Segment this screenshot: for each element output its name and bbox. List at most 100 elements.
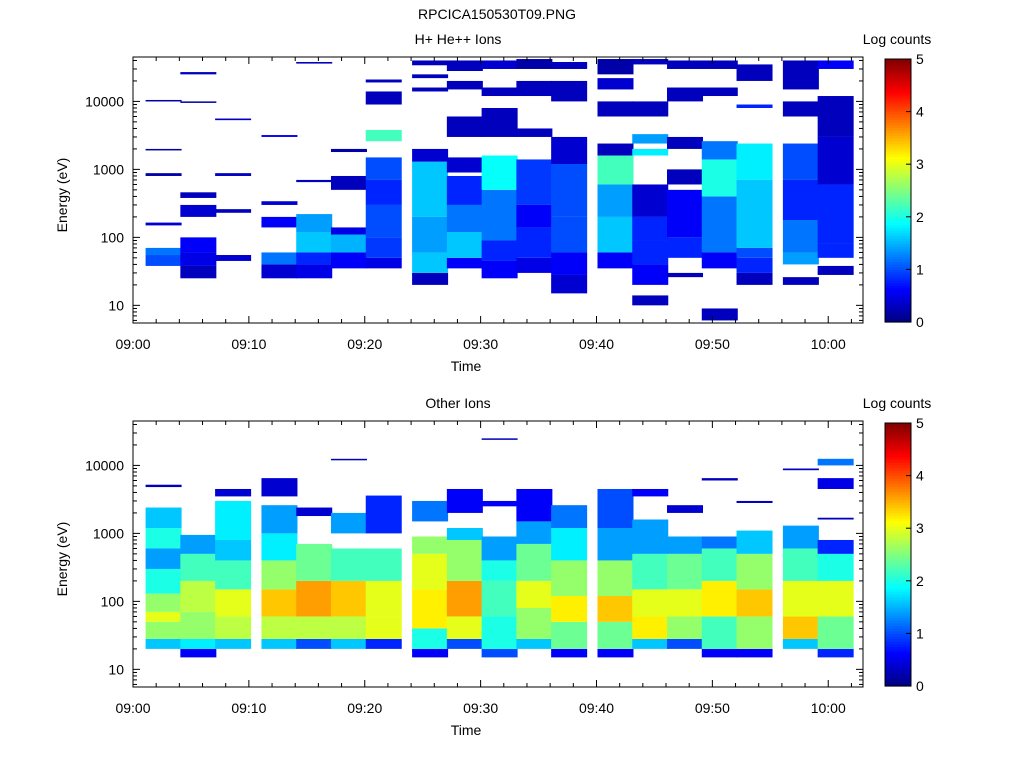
heatmap-cell bbox=[597, 595, 634, 622]
heatmap-cell bbox=[597, 216, 634, 253]
colorbar-segment bbox=[885, 609, 911, 613]
heatmap-cell bbox=[446, 638, 483, 649]
colorbar-segment bbox=[885, 649, 911, 653]
heatmap-cell bbox=[412, 87, 449, 92]
heatmap-cell bbox=[551, 164, 588, 217]
colorbar-segment bbox=[885, 551, 911, 556]
heatmap-cell bbox=[516, 59, 553, 69]
heatmap-cell bbox=[736, 104, 773, 108]
heatmap-cell bbox=[261, 638, 298, 649]
colorbar-segment bbox=[885, 237, 911, 242]
heatmap-cell bbox=[701, 536, 738, 549]
colorbar-segment bbox=[885, 148, 911, 152]
colorbar-segment bbox=[885, 520, 911, 524]
heatmap-cell bbox=[701, 141, 738, 160]
heatmap-cell bbox=[215, 118, 252, 121]
colorbar-segment bbox=[885, 436, 911, 440]
x-tick-label: 10:00 bbox=[811, 336, 846, 352]
colorbar-segment bbox=[885, 145, 911, 150]
heatmap-cell bbox=[412, 553, 449, 590]
heatmap-cell bbox=[330, 580, 367, 617]
heatmap-cell bbox=[365, 257, 402, 269]
colorbar: 0 1 2 3 4 5 Log counts bbox=[863, 31, 932, 330]
heatmap-cell bbox=[446, 488, 483, 513]
heatmap-cell bbox=[516, 521, 553, 544]
colorbar-segment bbox=[885, 525, 911, 529]
y-tick-label: 10 bbox=[108, 297, 124, 313]
colorbar-segment bbox=[885, 554, 911, 558]
heatmap-cell bbox=[701, 648, 738, 658]
heatmap-cell bbox=[632, 264, 669, 285]
colorbar-segment bbox=[885, 122, 911, 126]
colorbar-segment bbox=[885, 293, 911, 297]
colorbar-segment bbox=[885, 303, 911, 307]
colorbar-segment bbox=[885, 494, 911, 498]
heatmap-cell bbox=[516, 204, 553, 228]
colorbar-segment bbox=[885, 628, 911, 632]
colorbar-segment bbox=[885, 195, 911, 199]
heatmap-cell bbox=[446, 60, 483, 72]
heatmap-cell bbox=[412, 648, 449, 658]
heatmap-cell bbox=[782, 143, 819, 180]
heatmap-cell bbox=[516, 580, 553, 608]
colorbar-segment bbox=[885, 599, 911, 603]
heatmap-cell bbox=[296, 616, 333, 639]
heatmap-cell bbox=[817, 243, 854, 258]
heatmap-cell bbox=[261, 589, 298, 617]
colorbar-segment bbox=[885, 483, 911, 487]
colorbar-segment bbox=[885, 140, 911, 144]
colorbar-segment bbox=[885, 465, 911, 469]
colorbar: 0 1 2 3 4 5 Log counts bbox=[863, 395, 932, 694]
heatmap-cell bbox=[632, 519, 669, 554]
colorbar-title: Log counts bbox=[863, 395, 932, 411]
heatmap-cell bbox=[632, 148, 669, 156]
heatmap-cell bbox=[180, 534, 217, 554]
heatmap-cell bbox=[365, 580, 402, 617]
colorbar-segment bbox=[885, 274, 911, 278]
heatmap-cell bbox=[782, 548, 819, 581]
heatmap-cell bbox=[516, 638, 553, 649]
colorbar-segment bbox=[885, 222, 911, 226]
x-tick-label: 09:30 bbox=[463, 700, 498, 716]
heatmap-cell bbox=[330, 458, 367, 461]
heatmap-cell bbox=[215, 173, 252, 176]
heatmap-cell bbox=[817, 136, 854, 185]
colorbar-segment bbox=[885, 185, 911, 189]
heatmap-cell bbox=[667, 136, 704, 149]
colorbar-segment bbox=[885, 151, 911, 155]
heatmap-cell bbox=[180, 611, 217, 639]
heatmap-cell bbox=[736, 589, 773, 617]
colorbar-tick-label: 3 bbox=[916, 520, 924, 536]
heatmap-cell bbox=[296, 580, 333, 617]
heatmap-cell bbox=[180, 204, 217, 217]
heatmap-cell bbox=[551, 252, 588, 275]
colorbar-segment bbox=[885, 491, 911, 495]
heatmap-cell bbox=[330, 175, 367, 190]
x-tick-label: 09:10 bbox=[231, 700, 266, 716]
x-tick-label: 09:50 bbox=[695, 336, 730, 352]
heatmap-cell bbox=[365, 548, 402, 581]
heatmap-cell bbox=[180, 101, 217, 103]
colorbar-segment bbox=[885, 517, 911, 521]
colorbar-segment bbox=[885, 137, 911, 142]
colorbar-segment bbox=[885, 169, 911, 173]
colorbar-segment bbox=[885, 124, 911, 128]
colorbar-segment bbox=[885, 486, 911, 490]
heatmap-cell bbox=[330, 616, 367, 639]
heatmap-cell bbox=[180, 553, 217, 581]
colorbar-segment bbox=[885, 277, 911, 281]
heatmap-cell bbox=[817, 539, 854, 554]
heatmap-cell bbox=[145, 593, 182, 612]
colorbar-segment bbox=[885, 156, 911, 160]
colorbar-segment bbox=[885, 499, 911, 503]
heatmap-cell bbox=[481, 560, 518, 581]
colorbar-segment bbox=[885, 622, 911, 627]
colorbar-segment bbox=[885, 570, 911, 574]
heatmap-cell bbox=[516, 227, 553, 258]
heatmap-cell bbox=[412, 628, 449, 649]
colorbar-segment bbox=[885, 504, 911, 508]
heatmap-cell bbox=[412, 148, 449, 162]
heatmap-cell bbox=[330, 227, 367, 235]
heatmap-cell bbox=[261, 560, 298, 590]
colorbar-segment bbox=[885, 607, 911, 611]
